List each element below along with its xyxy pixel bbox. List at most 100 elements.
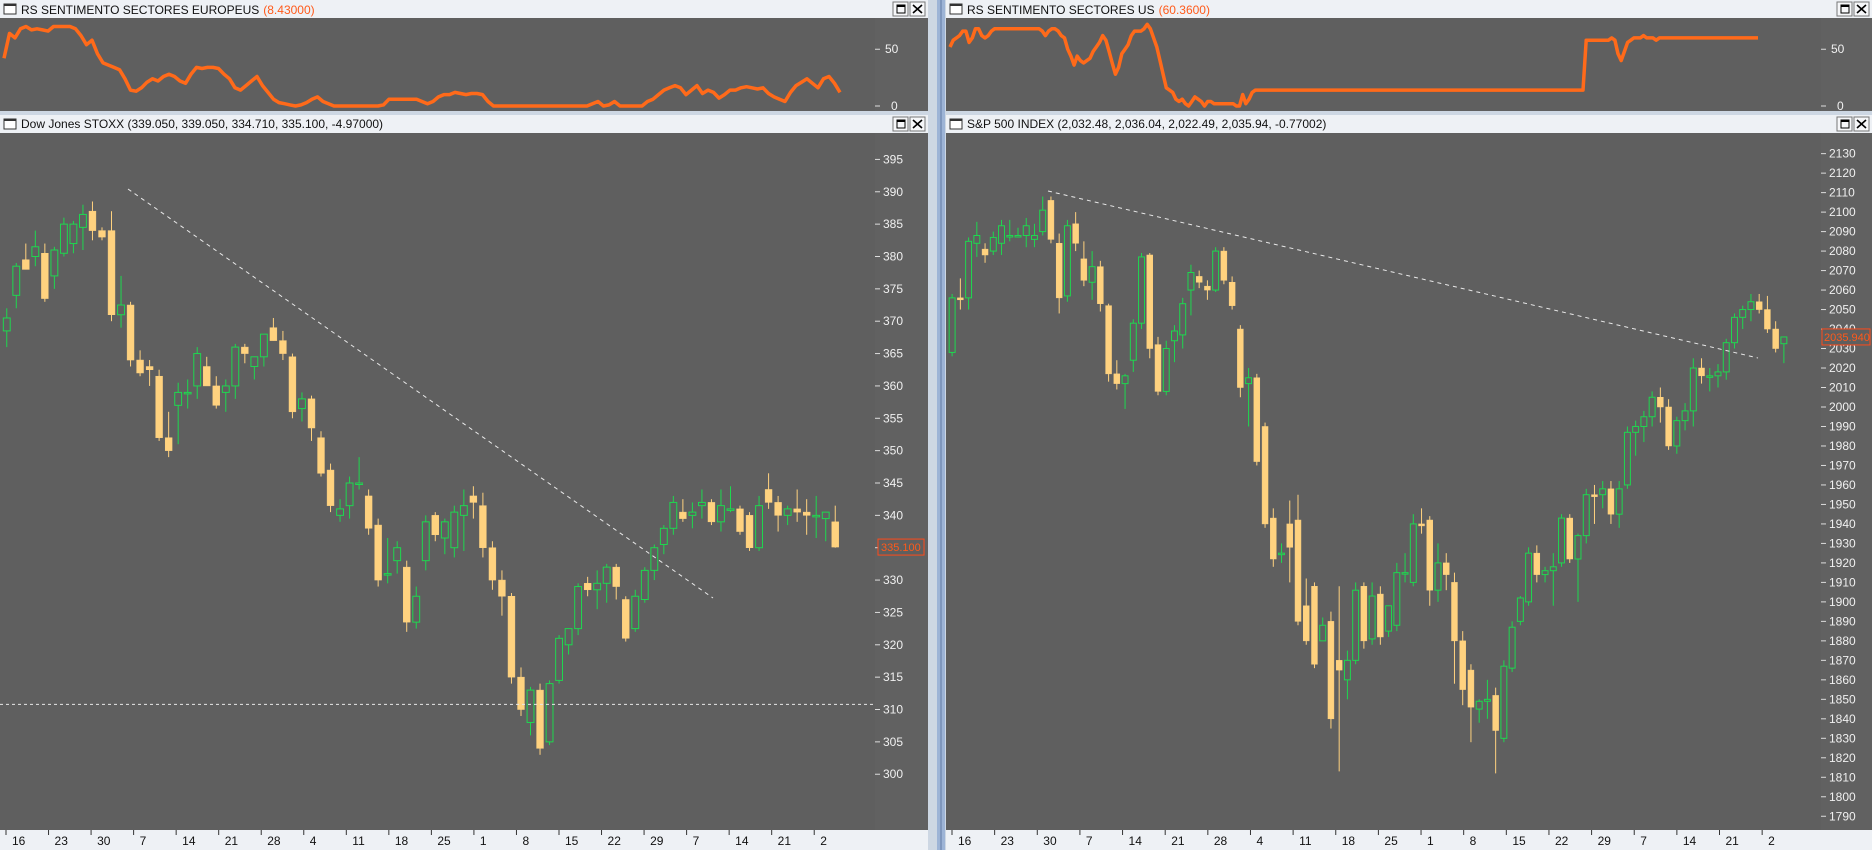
candle[interactable] xyxy=(659,525,668,555)
candle[interactable] xyxy=(998,219,1005,255)
candle[interactable] xyxy=(783,505,792,526)
candle[interactable] xyxy=(736,505,744,535)
candle[interactable] xyxy=(1500,660,1508,743)
candle[interactable] xyxy=(288,353,297,419)
candle[interactable] xyxy=(1475,699,1483,723)
rs-sentiment-line[interactable] xyxy=(2,24,842,108)
candle[interactable] xyxy=(164,411,173,458)
candle[interactable] xyxy=(965,237,973,310)
candle[interactable] xyxy=(1335,586,1343,772)
candle[interactable] xyxy=(69,220,78,254)
candle[interactable] xyxy=(1245,368,1253,427)
candle[interactable] xyxy=(1352,582,1360,665)
candle[interactable] xyxy=(174,382,183,445)
candle[interactable] xyxy=(2,308,11,348)
candle[interactable] xyxy=(526,686,535,736)
candle[interactable] xyxy=(107,211,116,322)
candle[interactable] xyxy=(1055,233,1063,314)
candle[interactable] xyxy=(221,379,230,412)
candle[interactable] xyxy=(1261,422,1269,528)
candle[interactable] xyxy=(59,217,68,257)
left-price-plot[interactable] xyxy=(0,133,875,830)
candle[interactable] xyxy=(469,486,478,519)
candle[interactable] xyxy=(1541,566,1549,583)
candle[interactable] xyxy=(1648,391,1656,427)
candle[interactable] xyxy=(1665,399,1672,450)
candle[interactable] xyxy=(431,512,439,542)
candle[interactable] xyxy=(973,221,981,257)
candle[interactable] xyxy=(612,563,620,600)
candle[interactable] xyxy=(1739,305,1747,330)
candle[interactable] xyxy=(989,231,997,255)
maximize-button[interactable] xyxy=(892,116,909,132)
candle[interactable] xyxy=(1039,196,1047,236)
candle[interactable] xyxy=(250,356,259,380)
candle[interactable] xyxy=(355,457,364,490)
candle[interactable] xyxy=(1764,295,1771,333)
candle[interactable] xyxy=(755,495,763,551)
candle[interactable] xyxy=(622,596,630,642)
candle[interactable] xyxy=(1772,321,1779,353)
trendline[interactable] xyxy=(1047,190,1759,359)
candle[interactable] xyxy=(1146,253,1153,359)
candle[interactable] xyxy=(1673,416,1681,454)
candle[interactable] xyxy=(326,463,335,513)
candle[interactable] xyxy=(1393,562,1401,632)
candle[interactable] xyxy=(1434,543,1442,602)
candle[interactable] xyxy=(1303,578,1310,645)
candle[interactable] xyxy=(1467,664,1475,743)
candle[interactable] xyxy=(412,586,421,629)
candle[interactable] xyxy=(31,230,40,267)
candle[interactable] xyxy=(1599,481,1607,509)
candle[interactable] xyxy=(1253,373,1261,466)
candle[interactable] xyxy=(1360,582,1368,649)
right-indicator-plot[interactable] xyxy=(946,18,1821,111)
candle[interactable] xyxy=(1418,508,1425,534)
candle[interactable] xyxy=(1607,481,1615,524)
rs-sentiment-line[interactable] xyxy=(948,22,1758,108)
candle[interactable] xyxy=(231,343,240,399)
candle[interactable] xyxy=(697,489,706,519)
candle[interactable] xyxy=(1022,217,1030,248)
candle[interactable] xyxy=(1714,364,1722,388)
candle[interactable] xyxy=(41,243,49,302)
candle[interactable] xyxy=(1722,338,1730,380)
candle[interactable] xyxy=(241,343,249,364)
candle[interactable] xyxy=(22,243,30,270)
candle[interactable] xyxy=(126,301,135,367)
candle[interactable] xyxy=(1088,251,1096,300)
candle[interactable] xyxy=(1212,247,1220,293)
candle[interactable] xyxy=(1558,514,1565,567)
candle[interactable] xyxy=(479,492,487,558)
maximize-button[interactable] xyxy=(1836,116,1853,132)
candle[interactable] xyxy=(1014,227,1022,238)
candle[interactable] xyxy=(117,275,125,328)
trendline[interactable] xyxy=(127,188,714,599)
candle[interactable] xyxy=(1220,247,1228,285)
candle[interactable] xyxy=(50,246,59,289)
candle[interactable] xyxy=(1632,420,1640,456)
candle[interactable] xyxy=(1409,514,1417,587)
candle[interactable] xyxy=(488,541,497,590)
candle[interactable] xyxy=(1508,621,1516,673)
candle[interactable] xyxy=(764,473,773,509)
candle[interactable] xyxy=(957,278,964,310)
candle[interactable] xyxy=(1385,605,1393,637)
candle[interactable] xyxy=(183,379,192,409)
candle[interactable] xyxy=(545,680,554,746)
candle[interactable] xyxy=(802,499,811,535)
right-price-plot[interactable] xyxy=(946,133,1821,830)
candle[interactable] xyxy=(726,486,735,513)
candle[interactable] xyxy=(403,560,411,632)
candle[interactable] xyxy=(1566,514,1573,563)
candle[interactable] xyxy=(1162,340,1170,396)
candle[interactable] xyxy=(1063,219,1071,302)
candle[interactable] xyxy=(1681,403,1689,431)
candle[interactable] xyxy=(421,515,430,571)
close-button[interactable] xyxy=(1853,1,1870,17)
candle[interactable] xyxy=(1443,553,1450,591)
maximize-button[interactable] xyxy=(892,1,909,17)
candle[interactable] xyxy=(1327,611,1335,729)
candle[interactable] xyxy=(1377,586,1384,645)
candle[interactable] xyxy=(1533,545,1541,583)
